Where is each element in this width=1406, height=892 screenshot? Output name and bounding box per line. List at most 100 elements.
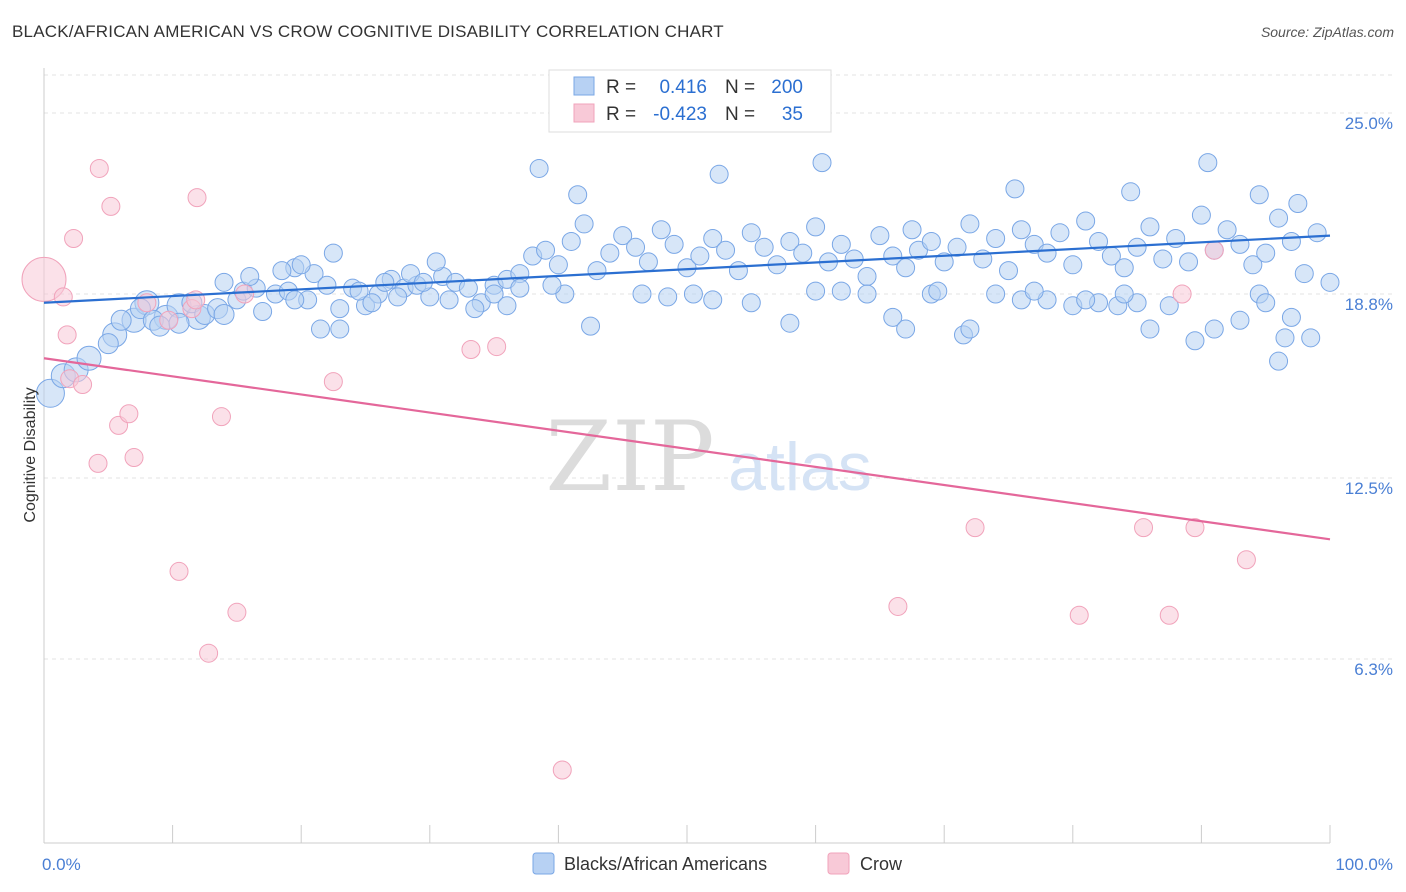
crow-point-1 bbox=[53, 287, 73, 307]
blacks-point-69 bbox=[716, 240, 736, 260]
crow-point-28 bbox=[1185, 518, 1205, 538]
blacks-point-122 bbox=[1121, 182, 1141, 202]
legend-swatch-pink bbox=[573, 103, 595, 123]
blacks-point-57 bbox=[561, 231, 581, 251]
blacks-point-169 bbox=[330, 319, 350, 339]
blacks-point-85 bbox=[921, 231, 941, 251]
crow-point-8 bbox=[119, 404, 139, 424]
blacks-point-120 bbox=[812, 153, 832, 173]
blacks-point-97 bbox=[1076, 211, 1096, 231]
blacks-point-55 bbox=[536, 240, 556, 260]
legend-swatch-blue bbox=[573, 76, 595, 96]
blacks-point-41 bbox=[240, 266, 260, 286]
blacks-point-151 bbox=[1159, 296, 1179, 316]
blacks-point-156 bbox=[1256, 293, 1276, 313]
blacks-point-167 bbox=[285, 290, 305, 310]
blacks-point-131 bbox=[632, 284, 652, 304]
blacks-point-160 bbox=[1269, 351, 1289, 371]
blacks-point-116 bbox=[1320, 272, 1340, 292]
axes bbox=[43, 68, 1331, 844]
blacks-point-95 bbox=[1050, 223, 1070, 243]
blacks-point-164 bbox=[1024, 281, 1044, 301]
blacks-point-138 bbox=[831, 281, 851, 301]
blacks-point-108 bbox=[1217, 220, 1237, 240]
blacks-point-64 bbox=[651, 220, 671, 240]
blacks-point-114 bbox=[1294, 264, 1314, 284]
blacks-point-65 bbox=[664, 234, 684, 254]
chart-source: Source: ZipAtlas.com bbox=[1260, 24, 1394, 40]
blacks-point-123 bbox=[1198, 153, 1218, 173]
blacks-point-106 bbox=[1191, 205, 1211, 225]
blacks-point-153 bbox=[1204, 319, 1224, 339]
blacks-point-158 bbox=[1281, 307, 1301, 327]
crow-point-22 bbox=[888, 596, 908, 616]
blacks-point-100 bbox=[1114, 258, 1134, 278]
gridlines bbox=[44, 74, 1393, 660]
blacks-point-76 bbox=[806, 217, 826, 237]
blacks-point-125 bbox=[1288, 193, 1308, 213]
blacks-point-87 bbox=[947, 237, 967, 257]
crow-point-2 bbox=[57, 325, 77, 345]
crow-point-9 bbox=[124, 448, 144, 468]
blacks-point-79 bbox=[844, 249, 864, 269]
blacks-point-30 bbox=[330, 299, 350, 319]
blacks-point-174 bbox=[465, 299, 485, 319]
crow-point-4 bbox=[88, 453, 108, 473]
legend-n-value-1: 200 bbox=[771, 77, 803, 98]
bottom-legend-label-blacks: Blacks/African Americans bbox=[564, 854, 767, 874]
blacks-point-127 bbox=[484, 284, 504, 304]
bottom-legend-swatch-pink bbox=[827, 852, 850, 875]
blacks-point-72 bbox=[754, 237, 774, 257]
blacks-point-110 bbox=[1243, 255, 1263, 275]
blacks-point-154 bbox=[1230, 310, 1250, 330]
crow-point-10 bbox=[169, 561, 189, 581]
blacks-point-88 bbox=[960, 214, 980, 234]
blacks-point-176 bbox=[542, 275, 562, 295]
crow-point-32 bbox=[73, 375, 93, 395]
blacks-point-121 bbox=[902, 220, 922, 240]
crow-point-19 bbox=[461, 339, 481, 359]
blacks-point-141 bbox=[896, 319, 916, 339]
blacks-point-86 bbox=[934, 252, 954, 272]
legend-n-label-2: N = bbox=[725, 104, 755, 125]
blacks-point-56 bbox=[548, 255, 568, 275]
y-tick-label-3: 25.0% bbox=[1345, 114, 1393, 133]
blacks-point-46 bbox=[375, 272, 395, 292]
series-crow-points bbox=[21, 158, 1256, 780]
series-legend: Blacks/African Americans Crow bbox=[532, 852, 903, 875]
crow-point-13 bbox=[187, 188, 207, 208]
crow-point-14 bbox=[199, 643, 219, 663]
crow-point-17 bbox=[235, 284, 255, 304]
blacks-point-135 bbox=[741, 293, 761, 313]
blacks-point-10 bbox=[97, 333, 119, 355]
crow-trend-line bbox=[43, 357, 1331, 541]
legend-n-label-1: N = bbox=[725, 77, 755, 98]
crow-point-5 bbox=[89, 158, 109, 178]
legend-r-label-1: R = bbox=[606, 77, 636, 98]
blacks-point-170 bbox=[362, 293, 382, 313]
blacks-point-44 bbox=[323, 243, 343, 263]
blacks-point-117 bbox=[529, 158, 549, 178]
blacks-point-60 bbox=[600, 243, 620, 263]
blacks-point-175 bbox=[497, 296, 517, 316]
chart-title: BLACK/AFRICAN AMERICAN VS CROW COGNITIVE… bbox=[12, 22, 724, 41]
legend-n-value-2: 35 bbox=[782, 104, 803, 125]
blacks-point-81 bbox=[870, 226, 890, 246]
blacks-point-113 bbox=[1281, 231, 1301, 251]
y-tick-label-1: 12.5% bbox=[1345, 479, 1393, 498]
blacks-point-126 bbox=[1005, 179, 1025, 199]
blacks-point-173 bbox=[439, 290, 459, 310]
blacks-point-103 bbox=[1153, 249, 1173, 269]
stats-legend: R = 0.416 N = 200 R = -0.423 N = 35 bbox=[548, 69, 832, 133]
blacks-point-157 bbox=[1275, 328, 1295, 348]
blacks-point-112 bbox=[1269, 208, 1289, 228]
y-tick-label-0: 6.3% bbox=[1354, 660, 1393, 679]
blacks-point-161 bbox=[928, 281, 948, 301]
blacks-point-119 bbox=[709, 164, 729, 184]
blacks-point-137 bbox=[806, 281, 826, 301]
blacks-point-144 bbox=[960, 319, 980, 339]
blacks-point-139 bbox=[857, 284, 877, 304]
blacks-point-48 bbox=[426, 252, 446, 272]
bottom-legend-label-crow: Crow bbox=[860, 854, 903, 874]
x-tick-label-max: 100.0% bbox=[1335, 855, 1393, 874]
